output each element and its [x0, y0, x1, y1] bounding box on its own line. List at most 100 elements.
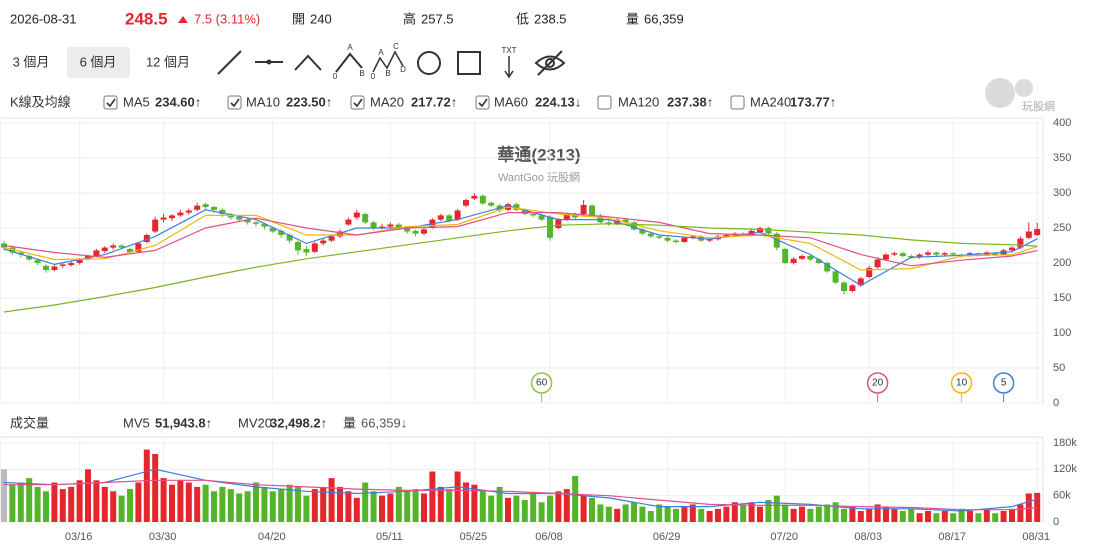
y-tick-label: 0 — [1053, 397, 1059, 409]
volume-bar — [614, 508, 621, 522]
candle-body — [135, 243, 142, 252]
high-label: 高 — [403, 11, 416, 26]
candle-body — [337, 231, 343, 237]
checkmark — [106, 98, 116, 108]
volume-total-label: 量 — [343, 415, 356, 430]
volume-bar — [505, 497, 511, 522]
volume-bar — [572, 475, 579, 522]
tool-letter: 0 — [371, 72, 376, 81]
candle-body — [118, 245, 125, 248]
date: 2026-08-31 — [10, 11, 77, 26]
period-button-bg — [67, 47, 130, 78]
text-tool[interactable] — [504, 56, 514, 79]
hline-tool[interactable] — [255, 59, 283, 65]
candle-body — [43, 265, 49, 270]
ma-line — [3, 468, 1038, 512]
candle-body — [463, 200, 469, 206]
volume-bar — [379, 495, 385, 522]
candle-body — [202, 204, 209, 207]
y-tick-label: 350 — [1053, 152, 1071, 164]
y-tick-label: 100 — [1053, 327, 1071, 339]
candle-body — [857, 278, 864, 286]
panel-label: K線及均線 — [10, 94, 71, 109]
volume-bar — [59, 489, 66, 522]
candle-body — [387, 224, 394, 227]
volume-bar — [941, 511, 948, 522]
candle-body — [311, 243, 318, 252]
x-tick-label: 05/11 — [376, 531, 403, 543]
volume-bar — [622, 504, 629, 522]
volume-bar — [227, 489, 234, 522]
x-tick-label: 05/25 — [460, 531, 488, 543]
rect-tool[interactable] — [457, 51, 481, 75]
wedge-tool[interactable] — [294, 54, 322, 71]
volume-bar — [656, 504, 663, 522]
volume-bar — [51, 482, 58, 522]
volume-bar — [748, 502, 755, 522]
period-button[interactable]: 3 個月 — [13, 54, 50, 69]
candle-body — [933, 252, 940, 255]
candle-body — [488, 202, 495, 206]
abc-tool[interactable] — [335, 52, 363, 73]
volume-bar — [740, 504, 747, 522]
volume-bar — [782, 504, 789, 522]
volume-bar — [799, 506, 805, 522]
annotation-label: 60 — [536, 378, 548, 389]
volume-bar — [790, 508, 797, 522]
x-tick-label: 08/17 — [938, 531, 966, 543]
y-tick-label: 250 — [1053, 222, 1071, 234]
candle-body — [647, 233, 654, 237]
logo-text: 玩股網 — [1022, 99, 1055, 113]
legend-name: MV20 — [238, 415, 272, 430]
chart-subtitle: WantGoo 玩股網 — [498, 170, 580, 184]
annotation-circle — [992, 372, 1015, 394]
abcd-tool[interactable] — [372, 50, 404, 73]
circle-tool[interactable] — [417, 51, 441, 75]
volume-bar — [85, 469, 91, 522]
x-tick-label: 07/20 — [770, 531, 798, 543]
volume-bar — [9, 484, 16, 522]
volume-bar — [278, 489, 285, 522]
hide-tool[interactable] — [534, 50, 566, 76]
candle-body — [597, 215, 604, 223]
volume-bar — [521, 500, 528, 522]
volume-bar — [631, 502, 637, 522]
volume-label: 量 — [626, 11, 639, 26]
volume: 66,359 — [644, 11, 684, 26]
checkmark — [230, 98, 240, 108]
volume-bar — [815, 506, 822, 522]
volume-bar — [1034, 492, 1041, 522]
candle-body — [589, 205, 595, 216]
annotation-circle — [530, 372, 553, 394]
candle-body — [883, 254, 889, 260]
legend-name: MA10 — [246, 94, 280, 109]
y-tick-label: 50 — [1053, 362, 1065, 374]
legend-name: MA20 — [370, 94, 404, 109]
volume-bar — [429, 471, 436, 522]
candle-body — [1025, 231, 1032, 238]
price: 248.5 — [125, 9, 168, 28]
candle-body — [580, 204, 587, 214]
candle-body — [404, 228, 411, 232]
volume-bar — [353, 497, 360, 522]
candle-body — [941, 253, 948, 255]
x-tick-label: 06/08 — [535, 531, 563, 543]
x-tick-label: 04/20 — [258, 531, 286, 543]
volume-bar — [135, 482, 142, 522]
volume-bar — [899, 511, 906, 522]
candle-body — [773, 233, 780, 248]
volume-bar — [76, 480, 83, 522]
period-button[interactable]: 6 個月 — [80, 54, 117, 69]
period-button[interactable]: 12 個月 — [146, 54, 190, 69]
annotation-circle — [950, 372, 973, 394]
volume-bar — [589, 497, 595, 522]
volume-bar — [101, 486, 108, 522]
volume-bar — [152, 453, 159, 522]
line-tool[interactable] — [217, 50, 242, 75]
volume-bar — [194, 486, 201, 522]
volume-bar — [992, 513, 999, 522]
y-tick-label: 180k — [1053, 437, 1077, 449]
volume-bar — [765, 500, 772, 522]
high: 257.5 — [421, 11, 454, 26]
volume-bar — [337, 486, 343, 522]
